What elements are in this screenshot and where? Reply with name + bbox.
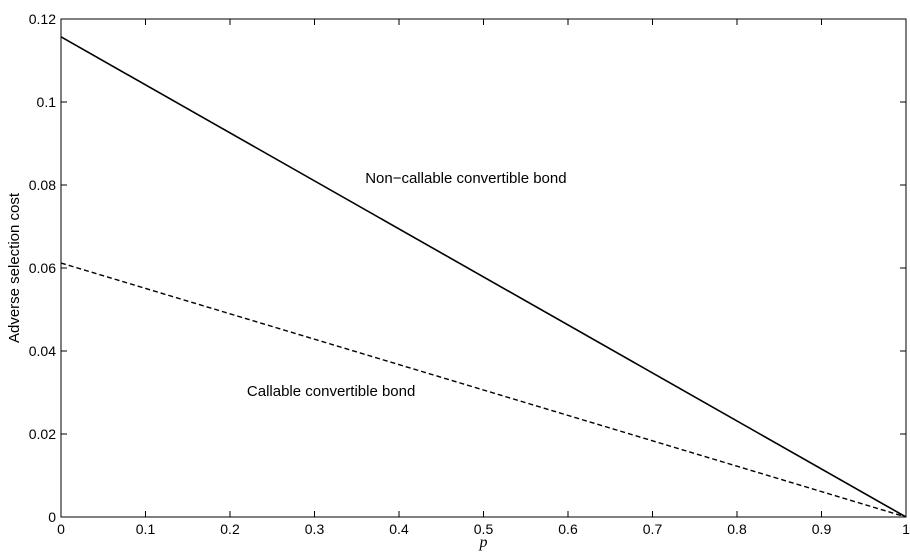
y-tick-label: 0: [48, 509, 56, 525]
series-line-callable: [60, 262, 907, 518]
y-tick-label: 0.12: [29, 11, 56, 27]
x-tick-label: 0.1: [136, 521, 156, 537]
y-tick-label: 0.06: [29, 260, 56, 276]
annotation-non-callable: Non−callable convertible bond: [365, 170, 566, 187]
annotations-group: Non−callable convertible bond Callable co…: [247, 170, 567, 400]
x-tick-label: 0.6: [558, 521, 578, 537]
series-group: [60, 36, 907, 518]
y-axis-title: Adverse selection cost: [6, 192, 23, 343]
x-axis-title: p: [479, 534, 488, 551]
x-tick-label: 0.3: [305, 521, 325, 537]
x-tick-label: 0: [57, 521, 65, 537]
x-tick-label: 0.5: [474, 521, 494, 537]
annotation-callable: Callable convertible bond: [247, 383, 415, 400]
x-tick-label: 0.8: [727, 521, 747, 537]
series-line-non-callable: [60, 36, 907, 518]
x-tick-label: 1: [902, 521, 910, 537]
x-tick-label: 0.9: [812, 521, 832, 537]
x-tick-label: 0.4: [389, 521, 409, 537]
y-tick-label: 0.1: [37, 94, 57, 110]
y-tick-label: 0.04: [29, 343, 56, 359]
x-axis-ticks: 0 0.1 0.2 0.3 0.4 0.5 0.6 0.7 0.8 0.9 1: [57, 19, 910, 537]
plot-area: [60, 18, 907, 518]
y-tick-label: 0.02: [29, 426, 56, 442]
y-axis-ticks: 0 0.02 0.04 0.06 0.08 0.1 0.12: [29, 11, 906, 525]
y-tick-label: 0.08: [29, 177, 56, 193]
x-tick-label: 0.2: [220, 521, 240, 537]
x-tick-label: 0.7: [643, 521, 663, 537]
